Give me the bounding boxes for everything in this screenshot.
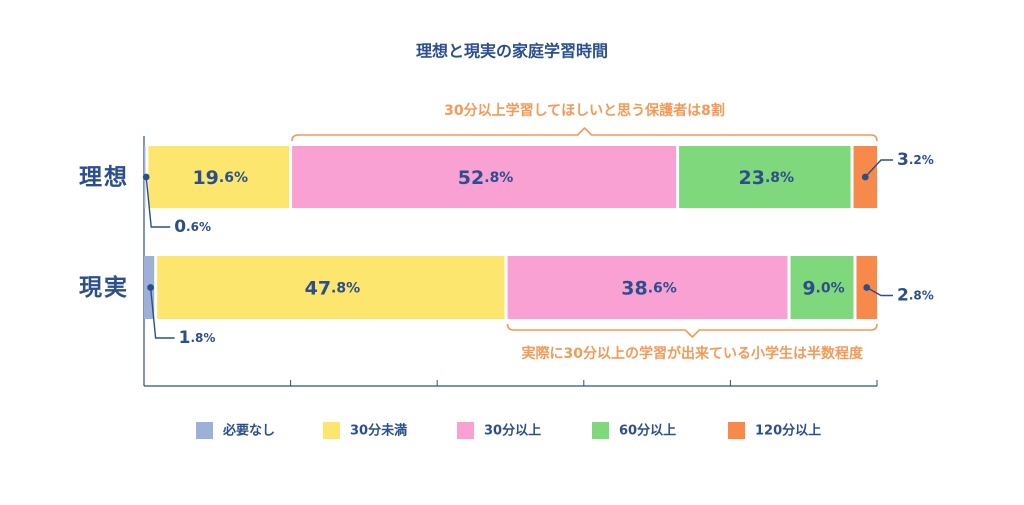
data-label: 19.6% bbox=[192, 167, 248, 189]
annotation-text: 30分以上学習してほしいと思う保護者は8割 bbox=[444, 102, 725, 119]
data-label: 52.8% bbox=[458, 167, 514, 189]
data-label: 23.8% bbox=[739, 167, 795, 189]
legend-swatch bbox=[457, 422, 474, 439]
category-label: 理想 bbox=[79, 165, 129, 191]
legend-label: 30分以上 bbox=[484, 423, 541, 439]
data-label: 38.6% bbox=[621, 277, 677, 299]
data-label: 0.6% bbox=[174, 217, 211, 237]
leader-line bbox=[145, 176, 171, 228]
leader-line bbox=[864, 159, 893, 178]
legend-label: 120分以上 bbox=[755, 423, 821, 439]
legend-swatch bbox=[728, 422, 745, 439]
annotation-text: 実際に30分以上の学習が出来ている小学生は半数程度 bbox=[522, 345, 864, 362]
leader-line bbox=[866, 286, 893, 297]
bar-segment bbox=[507, 256, 788, 319]
legend-label: 必要なし bbox=[222, 423, 275, 439]
bar-segment bbox=[157, 256, 505, 319]
bar-segment bbox=[679, 146, 851, 208]
legend-swatch bbox=[323, 422, 340, 439]
legend-label: 60分以上 bbox=[619, 423, 676, 439]
data-label: 47.8% bbox=[305, 277, 361, 299]
legend-swatch bbox=[196, 422, 213, 439]
legend-label: 30分未満 bbox=[350, 423, 407, 439]
data-label: 9.0% bbox=[802, 277, 844, 299]
data-label: 3.2% bbox=[897, 150, 934, 170]
bar-segment bbox=[148, 146, 290, 208]
data-label: 1.8% bbox=[179, 328, 216, 348]
data-label: 2.8% bbox=[897, 286, 934, 306]
bar-segment bbox=[790, 256, 854, 319]
legend-swatch bbox=[592, 422, 609, 439]
chart-title: 理想と現実の家庭学習時間 bbox=[416, 42, 608, 61]
annotation-brace bbox=[291, 127, 878, 142]
leader-dot bbox=[863, 284, 871, 291]
leader-line bbox=[149, 287, 175, 339]
annotation-brace bbox=[506, 323, 878, 338]
category-label: 現実 bbox=[79, 274, 129, 301]
bar-segment bbox=[292, 146, 677, 208]
